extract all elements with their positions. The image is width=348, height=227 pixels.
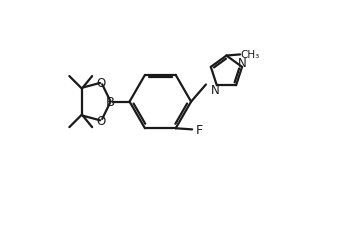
Text: O: O bbox=[97, 76, 106, 89]
Text: N: N bbox=[211, 84, 219, 96]
Text: B: B bbox=[106, 96, 115, 109]
Text: F: F bbox=[196, 123, 203, 136]
Text: O: O bbox=[97, 115, 106, 128]
Text: CH₃: CH₃ bbox=[241, 50, 260, 60]
Text: N: N bbox=[238, 57, 247, 70]
